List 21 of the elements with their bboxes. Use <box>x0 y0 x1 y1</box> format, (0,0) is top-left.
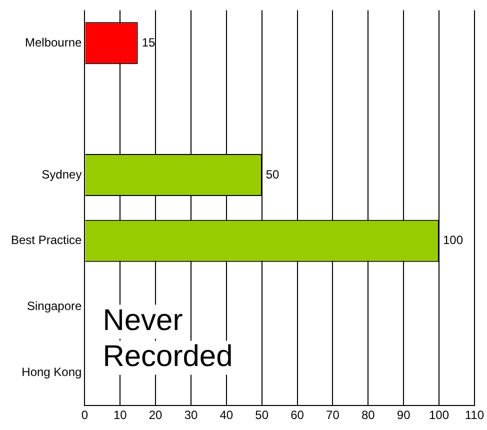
x-tick-label: 30 <box>184 408 198 422</box>
annotation: Never Recorded <box>102 304 233 373</box>
x-tick-label: 110 <box>464 408 484 422</box>
x-tick-label: 20 <box>148 408 163 422</box>
x-tick-label: 40 <box>220 408 234 422</box>
x-tick-label: 90 <box>396 408 411 422</box>
x-tick-label: 80 <box>361 408 376 422</box>
x-tick-label: 0 <box>81 408 88 422</box>
x-tick-label: 10 <box>113 408 128 422</box>
y-tick-label: Best Practice <box>10 233 82 248</box>
x-tick-label: 70 <box>326 408 340 422</box>
data-label: 50 <box>266 167 280 182</box>
y-tick-label: Sydney <box>42 167 82 182</box>
y-tick-label: Melbourne <box>24 35 82 50</box>
data-label: 100 <box>443 233 464 248</box>
data-label: 15 <box>142 35 156 50</box>
x-tick-label: 50 <box>255 408 269 422</box>
y-tick-label: Hong Kong <box>22 364 82 379</box>
x-tick-label: 100 <box>428 408 450 422</box>
x-tick-label: 60 <box>290 408 304 422</box>
y-tick-label: Singapore <box>26 299 82 314</box>
